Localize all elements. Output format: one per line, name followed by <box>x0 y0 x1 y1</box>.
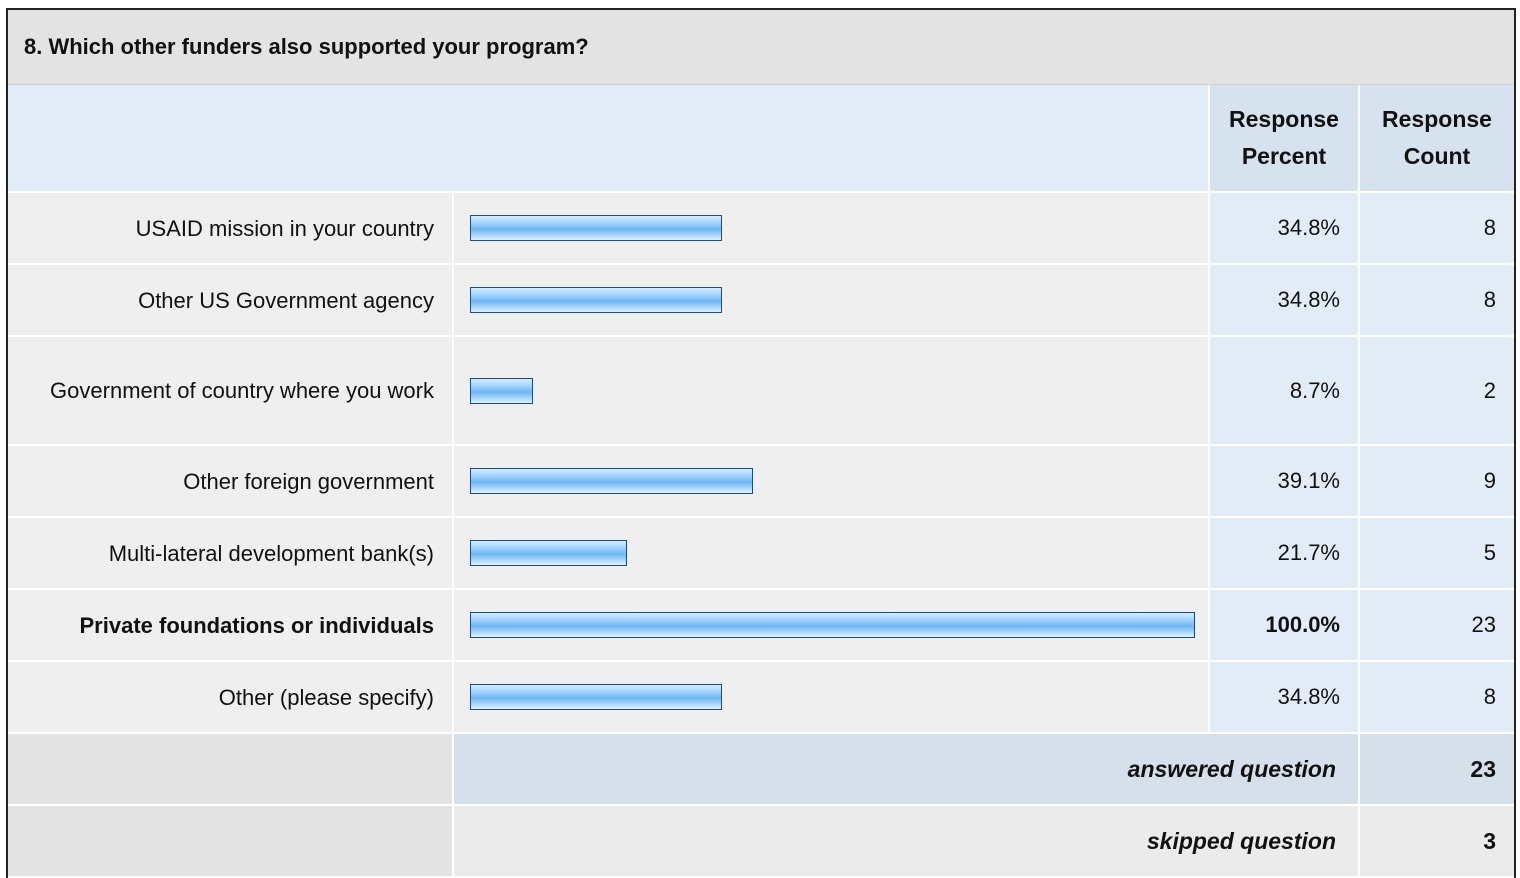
response-bar <box>470 287 722 313</box>
bar-cell <box>452 337 1208 446</box>
response-count: 9 <box>1358 446 1514 518</box>
response-percent: 34.8% <box>1208 265 1358 337</box>
response-bar <box>470 540 627 566</box>
answer-label: Other foreign government <box>8 446 452 518</box>
question-title: 8. Which other funders also supported yo… <box>8 10 1514 85</box>
header-response-count-line1: Response <box>1382 106 1492 132</box>
answer-label: Other (please specify) <box>8 662 452 734</box>
response-count: 2 <box>1358 337 1514 446</box>
response-percent: 100.0% <box>1208 590 1358 662</box>
header-blank <box>8 85 1208 193</box>
bar-cell <box>452 518 1208 590</box>
response-bar <box>470 684 722 710</box>
response-count: 23 <box>1358 590 1514 662</box>
table-row: Other US Government agency 34.8% 8 <box>8 265 1514 337</box>
response-bar <box>470 612 1195 638</box>
skipped-value: 3 <box>1358 806 1514 878</box>
skipped-label: skipped question <box>452 806 1358 878</box>
answered-blank <box>8 734 452 806</box>
bar-cell <box>452 193 1208 265</box>
answered-value: 23 <box>1358 734 1514 806</box>
response-percent: 8.7% <box>1208 337 1358 446</box>
response-percent: 34.8% <box>1208 662 1358 734</box>
skipped-row: skipped question 3 <box>8 806 1514 878</box>
header-response-count: Response Count <box>1358 85 1514 193</box>
response-count: 8 <box>1358 193 1514 265</box>
skipped-blank <box>8 806 452 878</box>
bar-cell <box>452 662 1208 734</box>
table-row: USAID mission in your country 34.8% 8 <box>8 193 1514 265</box>
answer-rows: USAID mission in your country 34.8% 8 Other… <box>8 193 1514 734</box>
response-percent: 21.7% <box>1208 518 1358 590</box>
header-response-percent-line2: Percent <box>1241 143 1327 169</box>
table-row: Other foreign government 39.1% 9 <box>8 446 1514 518</box>
bar-cell <box>452 265 1208 337</box>
survey-question-panel: 8. Which other funders also supported yo… <box>6 8 1516 878</box>
answer-label: USAID mission in your country <box>8 193 452 265</box>
table-row: Multi-lateral development bank(s) 21.7% 5 <box>8 518 1514 590</box>
answer-label: Government of country where you work <box>8 337 452 446</box>
results-table: Response Percent Response Count USAID mi… <box>8 85 1514 878</box>
answered-label: answered question <box>452 734 1358 806</box>
header-response-count-line2: Count <box>1403 143 1471 169</box>
table-row: Government of country where you work 8.7%… <box>8 337 1514 446</box>
response-count: 8 <box>1358 662 1514 734</box>
table-row: Private foundations or individuals 100.0%… <box>8 590 1514 662</box>
answered-row: answered question 23 <box>8 734 1514 806</box>
table-header-row: Response Percent Response Count <box>8 85 1514 193</box>
answer-label: Other US Government agency <box>8 265 452 337</box>
header-response-percent-line1: Response <box>1229 106 1339 132</box>
bar-cell <box>452 446 1208 518</box>
bar-cell <box>452 590 1208 662</box>
response-bar <box>470 215 722 241</box>
response-count: 8 <box>1358 265 1514 337</box>
response-bar <box>470 468 753 494</box>
response-percent: 39.1% <box>1208 446 1358 518</box>
answer-label: Multi-lateral development bank(s) <box>8 518 452 590</box>
response-bar <box>470 377 533 404</box>
table-row: Other (please specify) 34.8% 8 <box>8 662 1514 734</box>
response-percent: 34.8% <box>1208 193 1358 265</box>
answer-label: Private foundations or individuals <box>8 590 452 662</box>
header-response-percent: Response Percent <box>1208 85 1358 193</box>
response-count: 5 <box>1358 518 1514 590</box>
